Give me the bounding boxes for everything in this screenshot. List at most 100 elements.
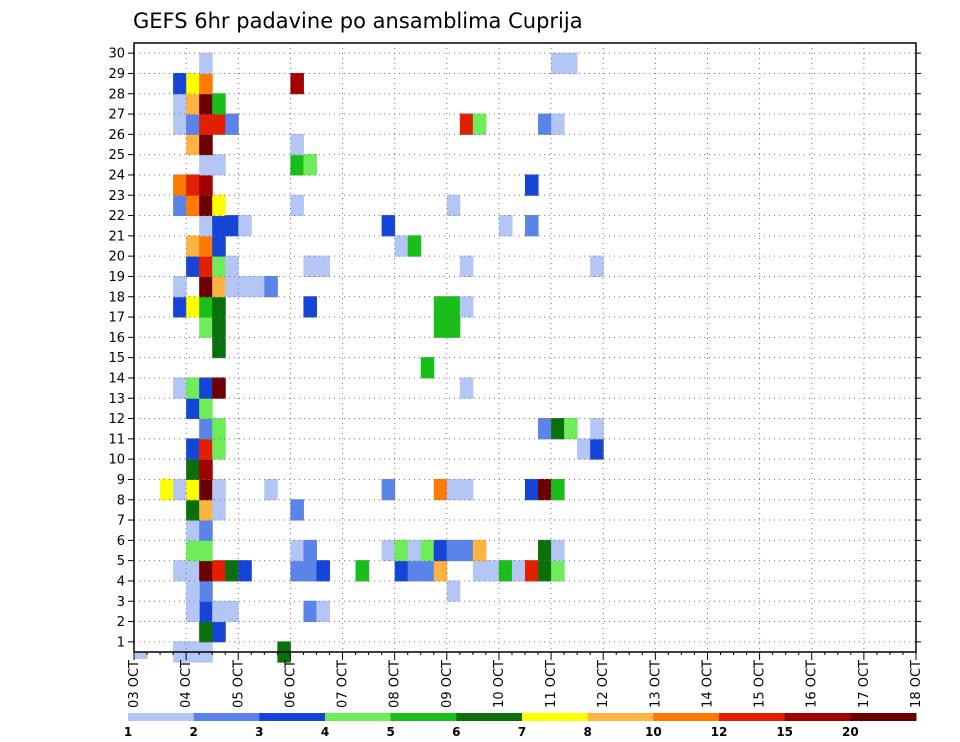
colorbar-label: 20: [842, 725, 859, 739]
heatmap-cell: [199, 499, 213, 521]
y-axis: 1234567891011121314151617181920212223242…: [108, 47, 921, 650]
heatmap-cell: [199, 113, 213, 135]
x-tick-label: 05 OCT: [231, 660, 246, 708]
heatmap-cell: [173, 560, 187, 582]
heatmap-cell: [212, 296, 226, 318]
heatmap-cell: [238, 275, 252, 298]
heatmap-cell: [212, 93, 226, 115]
y-tick-label: 12: [108, 412, 125, 427]
colorbar-swatch: [193, 713, 260, 721]
heatmap-cell: [446, 478, 461, 501]
colorbar-swatch: [456, 713, 523, 721]
heatmap-cell: [511, 560, 526, 582]
heatmap-cell: [290, 539, 304, 562]
heatmap-cell: [199, 255, 213, 277]
heatmap-cell: [173, 174, 187, 196]
y-tick-label: 25: [108, 148, 125, 163]
heatmap-cell: [290, 133, 304, 156]
heatmap-cell: [199, 215, 213, 237]
heatmap-cell: [186, 539, 200, 562]
y-tick-label: 13: [108, 392, 125, 407]
heatmap-cell: [225, 560, 239, 582]
heatmap-cell: [199, 194, 213, 217]
heatmap-cell: [186, 560, 200, 582]
heatmap-cell: [420, 560, 435, 582]
x-tick-label: 06 OCT: [283, 660, 298, 708]
heatmap-cell: [173, 93, 187, 115]
colorbar-swatch: [719, 713, 786, 721]
heatmap-cell: [173, 113, 187, 135]
y-tick-label: 28: [108, 87, 125, 102]
heatmap-cell: [186, 600, 200, 623]
y-tick-label: 15: [108, 351, 125, 366]
heatmap-cell: [303, 539, 317, 562]
colorbar-label: 2: [189, 725, 197, 739]
heatmap-cell: [290, 560, 304, 582]
colorbar-swatch: [259, 713, 326, 721]
heatmap-cell: [212, 621, 226, 643]
heatmap-cell: [212, 316, 226, 338]
heatmap-cell: [212, 235, 226, 257]
heatmap-cell: [264, 275, 278, 298]
colorbar-label: 8: [583, 725, 591, 739]
colorbar-label: 3: [255, 725, 263, 739]
x-tick-label: 11 OCT: [544, 660, 559, 708]
heatmap-cell: [551, 560, 565, 582]
heatmap-cell: [290, 154, 304, 176]
heatmap-cell: [212, 418, 226, 440]
heatmap-cell: [433, 316, 448, 338]
colorbar-label: 6: [452, 725, 460, 739]
heatmap-cell: [186, 377, 200, 399]
colorbar-label: 15: [776, 725, 793, 739]
heatmap-cell: [551, 52, 565, 74]
colorbar-label: 5: [386, 725, 394, 739]
heatmap-cell: [160, 478, 174, 501]
heatmap-cell: [199, 438, 213, 460]
heatmap-cell: [472, 113, 487, 135]
heatmap-cell: [407, 560, 422, 582]
heatmap-cell: [459, 377, 474, 399]
heatmap-cell: [290, 194, 304, 217]
heatmap-cell: [381, 478, 396, 501]
heatmap-cell: [173, 377, 187, 399]
colorbar-label: 7: [518, 725, 526, 739]
y-tick-label: 16: [108, 331, 125, 346]
heatmap-cell: [381, 539, 396, 562]
heatmap-cell: [446, 580, 461, 602]
heatmap-cell: [199, 72, 213, 95]
heatmap-cell: [551, 418, 565, 440]
x-tick-label: 16 OCT: [805, 660, 820, 708]
heatmap-cell: [212, 438, 226, 460]
y-tick-label: 20: [108, 250, 125, 265]
x-tick-label: 09 OCT: [440, 660, 455, 708]
heatmap-cell: [212, 377, 226, 399]
y-tick-label: 19: [108, 270, 125, 285]
heatmap-cell: [446, 539, 461, 562]
heatmap-cell: [459, 296, 474, 318]
heatmap-cell: [186, 174, 200, 196]
heatmap-cell: [407, 235, 422, 257]
heatmap-cell: [433, 539, 448, 562]
heatmap-cell: [238, 215, 252, 237]
heatmap-cell: [186, 194, 200, 217]
heatmap-cell: [538, 418, 552, 440]
heatmap-cell: [199, 93, 213, 115]
heatmap-cell: [186, 133, 200, 156]
heatmap-cell: [538, 560, 552, 582]
heatmap-cell: [433, 478, 448, 501]
heatmap-cell: [212, 336, 226, 359]
heatmap-cell: [459, 113, 474, 135]
heatmap-cell: [446, 316, 461, 338]
x-tick-label: 12 OCT: [596, 660, 611, 708]
x-tick-label: 04 OCT: [179, 660, 194, 708]
heatmap-cell: [199, 600, 213, 623]
heatmap-cell: [186, 255, 200, 277]
y-tick-label: 29: [108, 67, 125, 82]
heatmap-cell: [186, 296, 200, 318]
heatmap-cell: [407, 539, 422, 562]
heatmap-cell: [212, 194, 226, 217]
heatmap-cell: [186, 438, 200, 460]
heatmap-cell: [538, 478, 552, 501]
y-tick-label: 9: [117, 473, 125, 488]
heatmap-cell: [551, 478, 565, 501]
